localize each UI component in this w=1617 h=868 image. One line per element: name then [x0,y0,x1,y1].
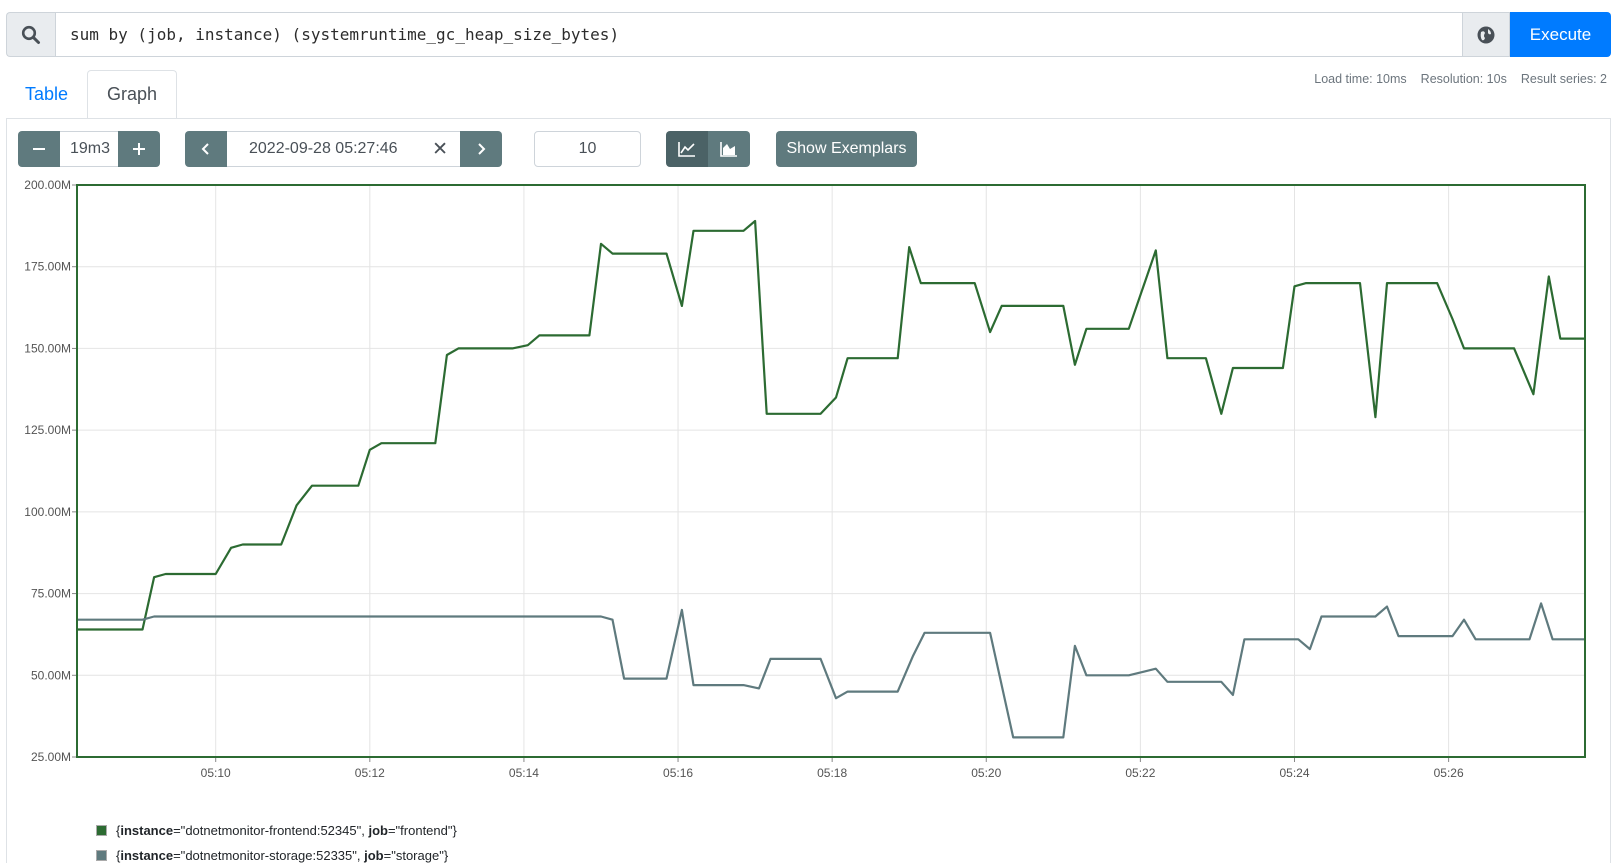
legend-swatch [96,825,107,836]
plot-frame [76,184,1586,758]
x-tick-label: 05:20 [971,766,1001,780]
query-stats: Load time: 10ms Resolution: 10s Result s… [1314,72,1607,86]
search-icon [21,25,40,44]
line-mode-button[interactable] [666,131,708,167]
increase-range-button[interactable] [118,131,160,167]
minus-icon [33,148,45,150]
show-exemplars-button[interactable]: Show Exemplars [776,131,917,167]
chevron-right-icon [478,143,486,155]
legend-item-frontend[interactable]: {instance="dotnetmonitor-frontend:52345"… [96,818,457,843]
clear-icon[interactable]: ✕ [432,139,448,160]
series-line-frontend [77,219,1585,631]
chart-mode-toggle [666,131,750,167]
metrics-explorer-button[interactable] [1463,12,1510,57]
search-icon-button[interactable] [6,12,55,57]
decrease-range-button[interactable] [18,131,60,167]
query-bar: sum by (job, instance) (systemruntime_gc… [6,12,1611,57]
next-time-button[interactable] [460,131,502,167]
y-tick-label: 125.00M [24,423,71,437]
execute-button[interactable]: Execute [1510,12,1611,57]
y-tick-label: 175.00M [24,260,71,274]
result-series: Result series: 2 [1520,72,1607,86]
y-tick-label: 150.00M [24,341,71,355]
globe-icon [1477,26,1495,43]
tab-divider [6,118,1611,119]
tab-bar: Table Graph [6,70,178,119]
legend-swatch [96,850,107,861]
legend-label: {instance="dotnetmonitor-storage:52335",… [116,848,449,863]
graph-panel [6,118,1611,863]
range-control: 19m3 [18,131,160,167]
x-tick-label: 05:18 [817,766,847,780]
graph-legend: {instance="dotnetmonitor-frontend:52345"… [96,818,457,868]
series-line-storage [77,602,1585,739]
x-tick-label: 05:10 [201,766,231,780]
x-tick-label: 05:14 [509,766,539,780]
time-series-graph[interactable]: 200.00M 175.00M 150.00M 125.00M 100.00M 75.00… [0,180,1617,780]
plus-icon [133,143,145,155]
expression-input[interactable]: sum by (job, instance) (systemruntime_gc… [55,12,1463,57]
end-time-value: 2022-09-28 05:27:46 [249,140,398,157]
y-tick-label: 200.00M [24,180,71,192]
end-time-control: 2022-09-28 05:27:46 ✕ [185,131,502,167]
tab-table[interactable]: Table [25,84,69,104]
tab-graph[interactable]: Graph [87,70,178,119]
x-tick-label: 05:12 [355,766,385,780]
stacked-mode-button[interactable] [708,131,750,167]
y-tick-label: 25.00M [31,750,71,764]
x-tick-label: 05:16 [663,766,693,780]
y-tick-label: 100.00M [24,505,71,519]
legend-item-storage[interactable]: {instance="dotnetmonitor-storage:52335",… [96,843,457,868]
resolution-stat: Resolution: 10s [1420,72,1507,86]
legend-label: {instance="dotnetmonitor-frontend:52345"… [116,823,457,838]
x-tick-label: 05:22 [1125,766,1155,780]
end-time-input[interactable]: 2022-09-28 05:27:46 ✕ [227,131,460,167]
area-chart-icon [720,142,737,157]
range-input[interactable]: 19m3 [60,131,118,167]
resolution-input[interactable]: 10 [534,131,641,167]
x-tick-label: 05:26 [1434,766,1464,780]
y-tick-label: 75.00M [31,587,71,601]
x-tick-label: 05:24 [1279,766,1309,780]
load-time: Load time: 10ms [1314,72,1407,86]
chevron-left-icon [201,143,209,155]
previous-time-button[interactable] [185,131,227,167]
line-chart-icon [678,142,695,157]
y-tick-label: 50.00M [31,668,71,682]
